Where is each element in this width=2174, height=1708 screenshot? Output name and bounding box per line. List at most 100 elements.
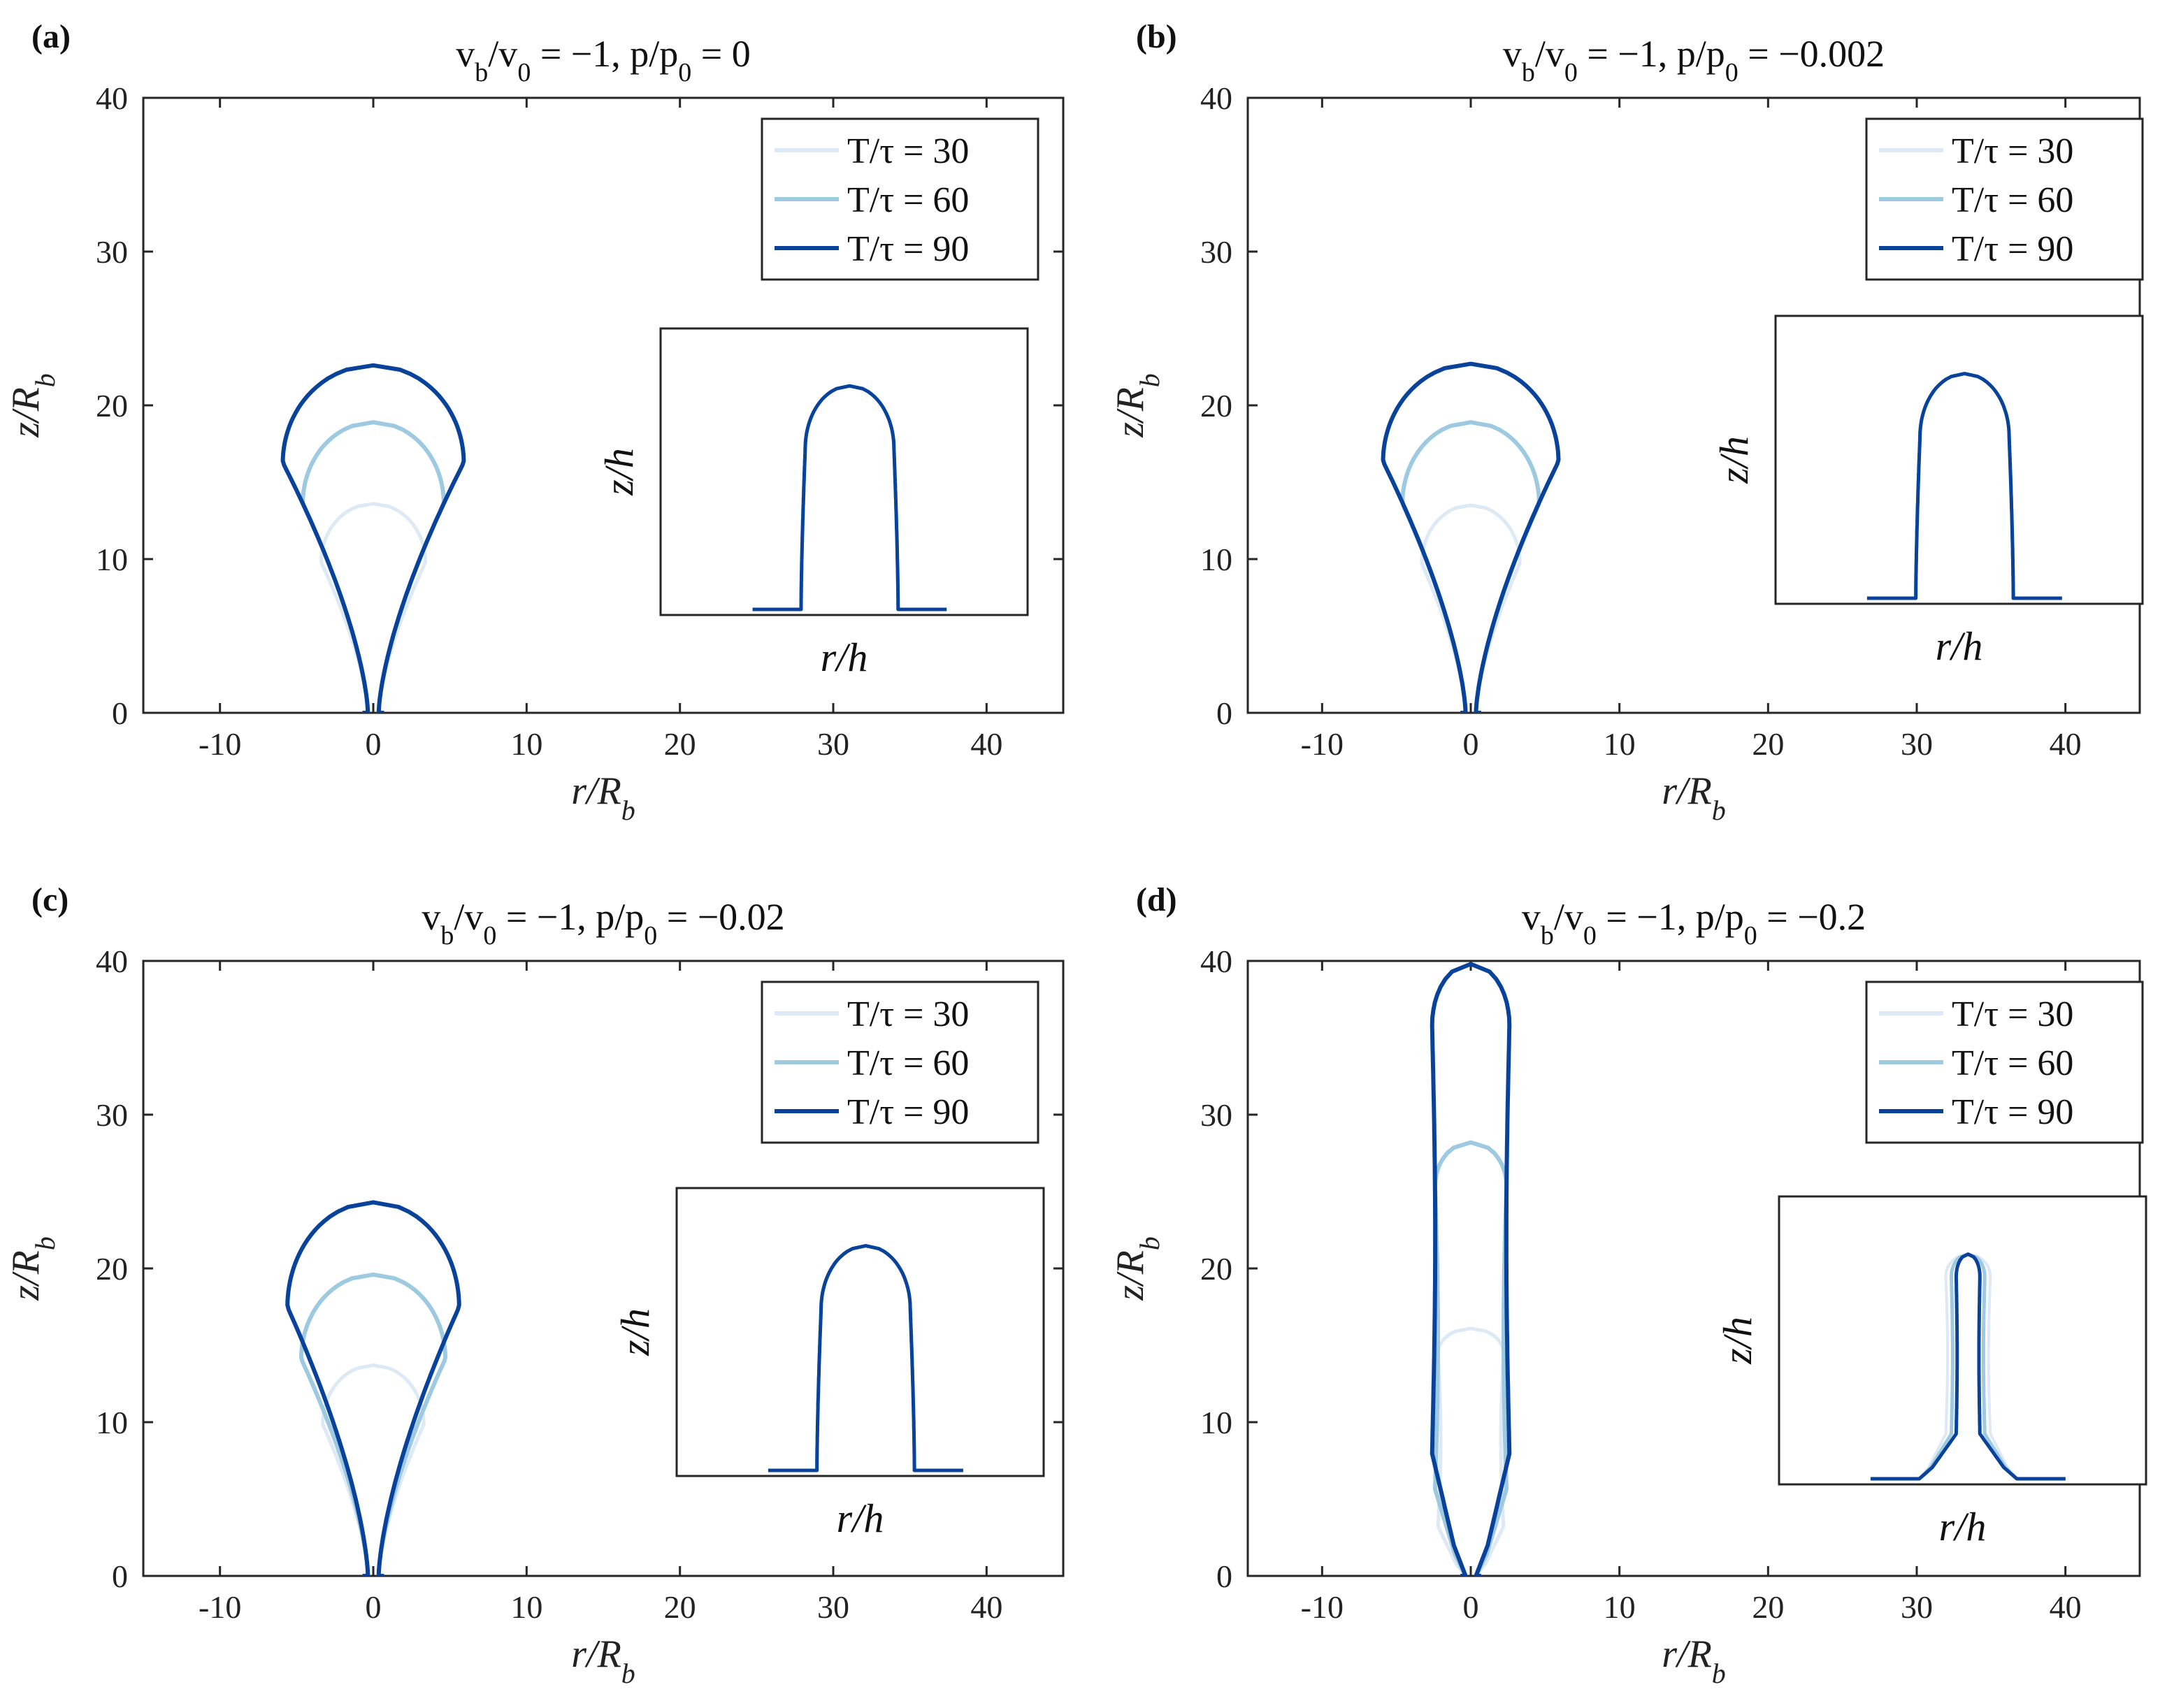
y-axis-label: z/Rb	[1109, 373, 1165, 438]
x-tick-label: 0	[1463, 726, 1479, 762]
inset-frame	[1774, 314, 2144, 605]
y-tick-label: 30	[96, 234, 128, 270]
x-tick-label: 0	[1463, 1589, 1479, 1625]
inset-series-3	[768, 1244, 963, 1472]
y-axis-label: z/Rb	[1109, 1236, 1165, 1301]
series-line-1	[321, 1363, 426, 1576]
inset-series-3	[1870, 1252, 2066, 1481]
legend-entry-1: T/τ = 30	[847, 131, 969, 171]
series-line-3	[285, 1200, 461, 1576]
x-tick-label: 40	[2050, 1589, 2082, 1625]
inset-x-label: r/h	[1936, 623, 1983, 669]
legend-entry-2: T/τ = 60	[1952, 1043, 2073, 1083]
x-tick-label: 20	[1752, 726, 1784, 762]
y-tick-label: 0	[1216, 695, 1232, 731]
inset-x-label: r/h	[837, 1496, 884, 1541]
series-line-1	[1436, 1326, 1506, 1576]
inset-series-3	[752, 384, 947, 611]
legend-entry-2: T/τ = 60	[847, 1043, 969, 1083]
y-tick-label: 30	[96, 1097, 128, 1133]
panel-title: vb/v0 = −1, p/p0 = 0	[456, 33, 750, 87]
inset: r/h z/h	[596, 327, 1029, 680]
y-axis-label: z/Rb	[4, 373, 61, 438]
panel-label: (b)	[1136, 18, 1177, 55]
inset-frame	[675, 1187, 1045, 1477]
x-tick-label: -10	[1301, 726, 1344, 762]
inset: r/h z/h	[1715, 1195, 2147, 1549]
x-tick-label: 10	[510, 1589, 542, 1625]
panel-title: vb/v0 = −1, p/p0 = −0.002	[1503, 33, 1885, 87]
x-tick-label: 10	[510, 726, 542, 762]
series-line-3	[1430, 962, 1512, 1576]
inset-y-label: z/h	[596, 448, 642, 496]
x-tick-label: 0	[366, 726, 382, 762]
y-axis-label: z/Rb	[4, 1236, 61, 1301]
y-tick-label: 40	[1200, 943, 1232, 979]
series-line-1	[1420, 503, 1522, 713]
x-axis-label: r/Rb	[1662, 1633, 1726, 1689]
panel-title: vb/v0 = −1, p/p0 = −0.02	[422, 896, 784, 950]
x-tick-label: 30	[817, 726, 849, 762]
y-tick-label: 20	[96, 1251, 128, 1287]
panel-d: -10 0 10 20 30 40 0 10 20 30 40 r/Rb z/Rb vb/v0 = −1,…	[1109, 881, 2147, 1689]
y-tick-label: 0	[112, 695, 128, 731]
legend: T/τ = 30 T/τ = 60 T/τ = 90	[761, 117, 1039, 281]
y-tick-label: 10	[96, 542, 128, 577]
legend-entry-3: T/τ = 90	[847, 1092, 969, 1132]
panel-b: -10 0 10 20 30 40 0 10 20 30 40 r/Rb z/Rb vb/v0 = −1,…	[1109, 18, 2144, 826]
x-tick-label: 20	[1752, 1589, 1784, 1625]
y-tick-label: 20	[1200, 388, 1232, 424]
y-tick-label: 10	[1200, 1405, 1232, 1440]
y-tick-label: 0	[112, 1558, 128, 1594]
panel-label: (a)	[31, 18, 71, 55]
y-tick-label: 40	[1200, 80, 1232, 116]
y-tick-label: 10	[96, 1405, 128, 1440]
inset-x-label: r/h	[1939, 1504, 1987, 1549]
x-axis-label: r/Rb	[571, 769, 635, 826]
legend: T/τ = 30 T/τ = 60 T/τ = 90	[1865, 980, 2144, 1144]
plot-area	[280, 363, 466, 713]
inset-frame	[659, 327, 1029, 616]
x-tick-label: 30	[1901, 1589, 1933, 1625]
plot-area	[1381, 361, 1561, 713]
plot-area	[285, 1200, 461, 1576]
y-tick-label: 20	[1200, 1251, 1232, 1287]
y-tick-label: 10	[1200, 542, 1232, 577]
x-tick-label: 30	[1901, 726, 1933, 762]
series-line-2	[1433, 1140, 1509, 1576]
inset-y-label: z/h	[612, 1308, 658, 1356]
x-tick-label: 40	[970, 1589, 1002, 1625]
panel-label: (d)	[1136, 881, 1177, 918]
inset-y-label: z/h	[1715, 1317, 1760, 1365]
x-tick-label: -10	[1301, 1589, 1344, 1625]
x-tick-label: 0	[366, 1589, 382, 1625]
legend-entry-2: T/τ = 60	[847, 180, 969, 220]
legend-entry-3: T/τ = 90	[1952, 1092, 2073, 1132]
legend-entry-3: T/τ = 90	[847, 229, 969, 269]
inset-y-label: z/h	[1711, 436, 1757, 484]
inset-frame	[1778, 1195, 2147, 1486]
plot-area	[1430, 962, 1512, 1576]
legend-entry-1: T/τ = 30	[1952, 131, 2073, 171]
series-line-2	[298, 1272, 448, 1576]
panel-label: (c)	[31, 881, 69, 918]
legend: T/τ = 30 T/τ = 60 T/τ = 90	[761, 980, 1039, 1144]
x-tick-label: 10	[1604, 726, 1636, 762]
legend-entry-1: T/τ = 30	[1952, 994, 2073, 1034]
series-line-3	[1381, 361, 1561, 713]
legend: T/τ = 30 T/τ = 60 T/τ = 90	[1865, 117, 2144, 281]
x-tick-label: -10	[199, 1589, 241, 1625]
y-tick-label: 30	[1200, 234, 1232, 270]
inset-x-label: r/h	[821, 635, 868, 680]
legend-entry-2: T/τ = 60	[1952, 180, 2073, 220]
legend-entry-3: T/τ = 90	[1952, 229, 2073, 269]
x-axis-label: r/Rb	[1662, 769, 1726, 826]
x-tick-label: -10	[199, 726, 241, 762]
panel-a: -10 0 10 20 30 40 0 10 20 30 40 r/Rb z/Rb vb/v0 = −1,…	[4, 18, 1065, 826]
inset: r/h z/h	[1711, 314, 2144, 669]
x-tick-label: 10	[1604, 1589, 1636, 1625]
y-tick-label: 40	[96, 943, 128, 979]
x-tick-label: 30	[817, 1589, 849, 1625]
x-tick-label: 20	[664, 726, 696, 762]
x-tick-label: 40	[970, 726, 1002, 762]
